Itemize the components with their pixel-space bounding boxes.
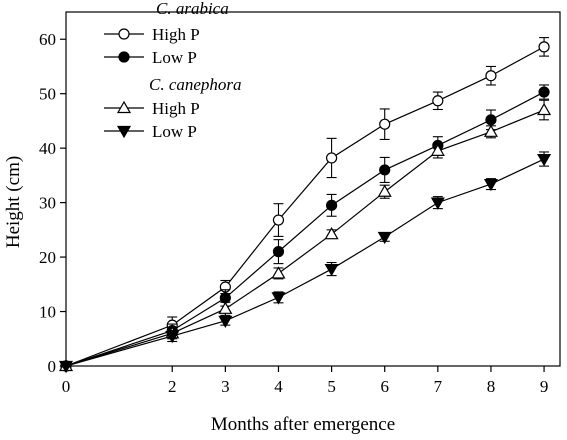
data-point xyxy=(379,118,391,130)
legend-label: High P xyxy=(152,99,200,118)
legend-marker xyxy=(116,100,132,114)
plot-frame xyxy=(65,11,561,367)
legend-label: Low P xyxy=(152,48,197,67)
data-point xyxy=(430,143,445,156)
legend-group-title: C. canephora xyxy=(149,75,242,94)
data-point xyxy=(485,114,497,126)
x-tick-label: 2 xyxy=(168,377,177,396)
x-axis-label: Months after emergence xyxy=(211,414,395,435)
y-tick-label: 0 xyxy=(48,357,57,376)
y-tick-label: 40 xyxy=(39,139,56,158)
data-point xyxy=(324,263,339,277)
data-point xyxy=(218,301,233,314)
legend-marker xyxy=(116,125,132,139)
data-point xyxy=(379,164,391,176)
data-point xyxy=(219,292,231,304)
data-point xyxy=(483,124,498,137)
legend-group-title: C. arabica xyxy=(156,0,229,18)
data-point xyxy=(538,41,550,53)
legend-item: Low P xyxy=(104,122,197,141)
plot-area xyxy=(58,37,552,374)
data-point xyxy=(218,315,233,329)
series-line xyxy=(65,109,545,367)
y-tick-label: 10 xyxy=(39,303,56,322)
data-point xyxy=(272,246,285,258)
series-1 xyxy=(60,37,550,372)
y-axis-label: Height (cm) xyxy=(3,156,24,248)
x-tick-label: 5 xyxy=(327,377,336,396)
x-tick-label: 6 xyxy=(380,377,389,396)
x-tick-label: 4 xyxy=(274,377,283,396)
x-tick-label: 9 xyxy=(540,377,549,396)
data-point xyxy=(271,292,286,305)
legend-label: Low P xyxy=(152,122,197,141)
x-tick-label: 8 xyxy=(487,377,496,396)
series-4 xyxy=(58,151,552,374)
data-point xyxy=(538,86,550,98)
y-tick-label: 30 xyxy=(39,194,56,213)
data-point xyxy=(537,153,552,167)
legend-marker xyxy=(118,28,130,40)
y-tick-label: 50 xyxy=(39,85,56,104)
data-point xyxy=(325,199,338,211)
data-point xyxy=(58,360,74,374)
series-3 xyxy=(58,99,552,372)
series-line xyxy=(65,91,545,367)
data-point xyxy=(271,266,286,279)
data-point xyxy=(430,197,445,210)
series-2 xyxy=(60,84,550,372)
data-point xyxy=(377,231,392,245)
axes: 0 2 3 4 5 6 7 8 9 0 10 20 30 40 50 60 xyxy=(39,11,561,396)
legend-label: High P xyxy=(152,25,200,44)
data-point xyxy=(432,95,444,107)
x-tick-label: 0 xyxy=(62,377,71,396)
x-tick-label: 7 xyxy=(434,377,443,396)
data-point xyxy=(537,102,552,116)
series-line xyxy=(65,158,545,367)
data-point xyxy=(324,226,339,240)
legend-item: High P xyxy=(104,25,200,44)
data-point xyxy=(165,330,180,344)
data-point xyxy=(483,178,498,192)
y-tick-label: 20 xyxy=(39,248,56,267)
y-tick-label: 60 xyxy=(39,30,56,49)
data-point xyxy=(377,184,392,197)
series-line xyxy=(65,46,545,367)
legend: C. arabica C. canephora High P Low P High P L… xyxy=(104,0,242,141)
data-point xyxy=(485,70,497,82)
x-tick-label: 3 xyxy=(221,377,230,396)
legend-item: Low P xyxy=(104,48,197,67)
legend-marker xyxy=(118,51,130,63)
data-point xyxy=(272,214,285,226)
data-point xyxy=(325,152,338,164)
legend-item: High P xyxy=(104,99,200,118)
